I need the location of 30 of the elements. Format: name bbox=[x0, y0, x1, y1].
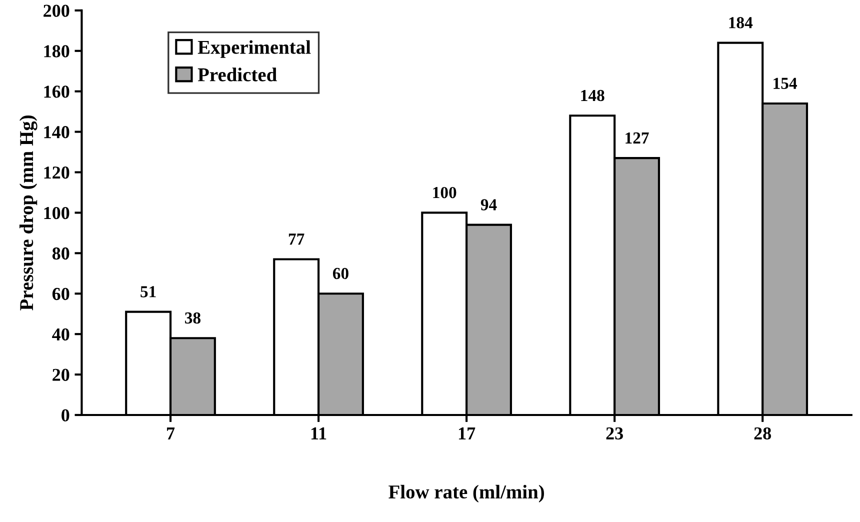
y-tick-label: 120 bbox=[44, 166, 70, 179]
data-label: 60 bbox=[332, 268, 348, 280]
y-tick-label: 20 bbox=[52, 368, 70, 381]
x-tick-label: 28 bbox=[754, 427, 772, 440]
y-tick-label: 60 bbox=[52, 288, 70, 300]
x-tick-label: 7 bbox=[167, 428, 175, 440]
data-label: 154 bbox=[774, 78, 797, 89]
data-label: 77 bbox=[288, 234, 304, 245]
legend-label: Predicted bbox=[198, 68, 277, 82]
y-tick-label: 140 bbox=[44, 126, 70, 138]
data-label: 100 bbox=[433, 186, 456, 198]
data-label: 94 bbox=[480, 199, 497, 210]
y-tick-label: 0 bbox=[62, 409, 70, 422]
x-tick-label: 11 bbox=[311, 427, 326, 440]
legend-label: Experimental bbox=[198, 40, 311, 58]
x-axis-title: Flow rate (ml/min) bbox=[388, 484, 544, 502]
y-axis-title: Pressure drop (mm Hg) bbox=[19, 116, 38, 310]
x-tick-label: 17 bbox=[458, 427, 476, 440]
data-label: 184 bbox=[729, 17, 753, 28]
y-tick-label: 200 bbox=[44, 4, 70, 17]
data-label: 148 bbox=[581, 90, 604, 102]
y-tick-label: 160 bbox=[44, 86, 70, 98]
y-tick-label: 100 bbox=[44, 206, 70, 220]
data-label: 51 bbox=[140, 286, 156, 298]
x-tick-label: 23 bbox=[606, 427, 623, 440]
data-label: 38 bbox=[185, 312, 200, 324]
y-tick-label: 180 bbox=[44, 45, 70, 58]
y-tick-label: 40 bbox=[52, 328, 70, 341]
data-label: 127 bbox=[626, 132, 649, 144]
y-tick-label: 80 bbox=[52, 247, 70, 260]
